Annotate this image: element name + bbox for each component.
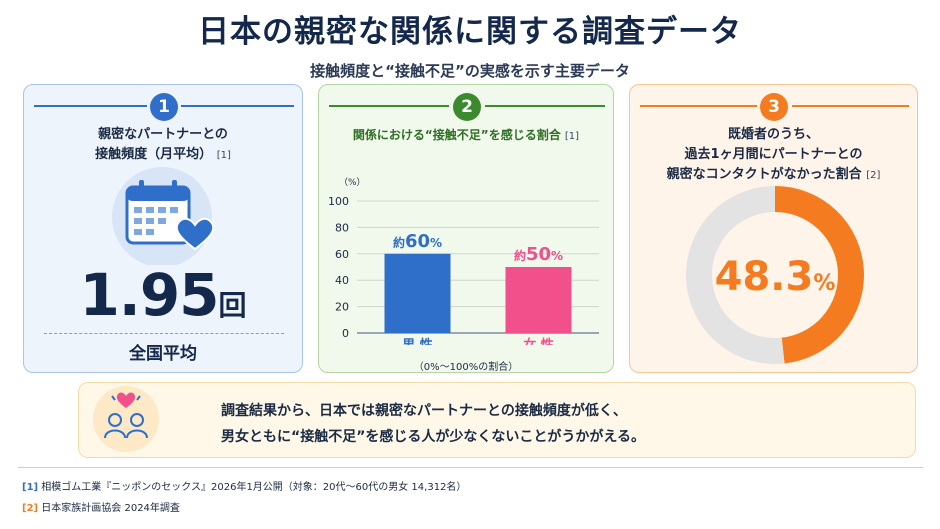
header-line-left [329, 105, 449, 107]
average-caption: 全国平均 [129, 344, 197, 364]
x-category-label: 女 性 [523, 337, 554, 345]
donut-slice [686, 186, 785, 364]
no-contact-card: 3 既婚者のうち、 過去1ヶ月間にパートナーとの 親密なコンタクトがなかった割合… [629, 84, 918, 373]
x-category-label: 男 性 [402, 337, 433, 345]
card-title-text: 関係における“接触不足”を感じる割合 [352, 128, 561, 142]
summary-line1: 調査結果から、日本では親密なパートナーとの接触頻度が低く、 [221, 403, 627, 419]
summary-line2: 男女ともに“接触不足”を感じる人が少なくないことがうかがえる。 [221, 429, 645, 445]
calendar-heart-icon [112, 167, 215, 265]
data-label-value: 50 [526, 244, 551, 265]
footnote-tag: [2] [22, 503, 39, 514]
citation: [1] [564, 131, 580, 142]
donut-center-label: 48.3% [715, 254, 836, 300]
data-label-unit: % [430, 236, 442, 250]
footnote-2: [2] 日本家族計画協会 2024年調査 [22, 499, 180, 514]
data-label-unit: % [551, 249, 563, 263]
chart-note: （0%～100%の割合） [413, 362, 519, 373]
y-tick-label: 60 [335, 248, 349, 261]
no-contact-donut-chart: 48.3% [686, 186, 864, 364]
couple-heart-icon [93, 386, 159, 452]
footnote-text: 日本家族計画協会 2024年調査 [41, 503, 180, 514]
frequency-card: 1 親密なパートナーとの 接触頻度（月平均） [1] 1.95回 全国平均 [23, 84, 303, 373]
frequency-value: 1.95回 [24, 261, 302, 329]
y-tick-label: 80 [335, 221, 349, 234]
number-badge: 3 [760, 93, 788, 121]
y-tick-label: 40 [335, 274, 349, 287]
citation: [2] [866, 170, 881, 181]
value-number: 1.95 [79, 261, 219, 329]
data-label-prefix: 約 [393, 235, 405, 250]
summary-text: 調査結果から、日本では親密なパートナーとの接触頻度が低く、 男女ともに“接触不足… [221, 398, 645, 450]
y-tick-label: 0 [342, 327, 349, 340]
footnote-tag: [1] [22, 482, 39, 493]
summary-box: 調査結果から、日本では親密なパートナーとの接触頻度が低く、 男女ともに“接触不足… [78, 382, 916, 458]
y-tick-label: 100 [328, 195, 349, 208]
dashed-divider [44, 333, 284, 334]
card-title-line1: 親密なパートナーとの [98, 127, 228, 142]
citation: [1] [216, 150, 231, 161]
header-line-left [34, 105, 147, 107]
card-title-line1: 既婚者のうち、 [727, 127, 819, 142]
y-tick-label: 20 [335, 301, 349, 314]
center-value: 48.3 [715, 254, 814, 300]
footnote-text: 相模ゴム工業『ニッポンのセックス』2026年1月公開（対象：20代～60代の男女… [41, 482, 467, 493]
data-label-value: 60 [405, 231, 430, 252]
header-line-left [640, 105, 757, 107]
card-title-line2: 接触頻度（月平均） [95, 147, 213, 162]
card-title: 親密なパートナーとの 接触頻度（月平均） [1] [24, 125, 302, 166]
page-subtitle: 接触頻度と“接触不足”の実感を示す主要データ [310, 62, 630, 80]
number-badge: 2 [453, 93, 481, 121]
bar [384, 253, 451, 333]
shortage-card: 2 関係における“接触不足”を感じる割合 [1] （%） 0 20 40 60 80 100… [318, 84, 614, 373]
value-unit: 回 [218, 289, 247, 322]
bar-data-label: 約50% [514, 244, 563, 265]
page-title: 日本の親密な関係に関する調査データ [198, 14, 742, 50]
bar [505, 267, 572, 333]
card-title-line3: 親密なコンタクトがなかった割合 [666, 167, 862, 182]
footnote-divider [18, 467, 923, 468]
footnote-1: [1] 相模ゴム工業『ニッポンのセックス』2026年1月公開（対象：20代～60… [22, 478, 466, 493]
y-axis-unit: （%） [339, 177, 366, 188]
bar-data-label: 約60% [393, 231, 442, 252]
data-label-prefix: 約 [514, 248, 526, 263]
donut-slice [774, 186, 864, 364]
card-title: 既婚者のうち、 過去1ヶ月間にパートナーとの 親密なコンタクトがなかった割合 [… [630, 125, 917, 186]
card-title-line2: 過去1ヶ月間にパートナーとの [684, 147, 863, 162]
card-title: 関係における“接触不足”を感じる割合 [1] [319, 125, 613, 147]
header-line-right [792, 105, 909, 107]
header-line-right [181, 105, 294, 107]
center-unit: % [813, 271, 835, 296]
header-line-right [485, 105, 605, 107]
number-badge: 1 [150, 93, 178, 121]
